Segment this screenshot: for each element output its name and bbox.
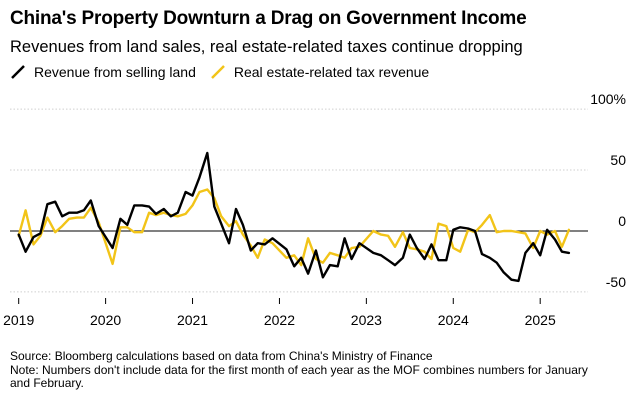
y-tick-label: 100% <box>590 91 626 107</box>
legend-label-land: Revenue from selling land <box>34 64 196 80</box>
x-tick-label: 2020 <box>90 312 121 328</box>
legend-item-land: Revenue from selling land <box>10 64 196 80</box>
y-tick-label: -50 <box>606 274 626 290</box>
chart-subtitle: Revenues from land sales, real estate-re… <box>10 38 523 56</box>
chart-title: China's Property Downturn a Drag on Gove… <box>10 8 527 29</box>
x-tick-label: 2021 <box>177 312 208 328</box>
legend: Revenue from selling land Real estate-re… <box>10 64 443 80</box>
series-line-land <box>17 151 571 283</box>
legend-label-tax: Real estate-related tax revenue <box>233 64 430 80</box>
source-note: Source: Bloomberg calculations based on … <box>10 349 433 363</box>
data-note: Note: Numbers don't include data for the… <box>10 362 588 390</box>
legend-item-tax: Real estate-related tax revenue <box>210 64 429 80</box>
legend-swatch-land <box>11 65 25 79</box>
x-tick-label: 2023 <box>351 312 382 328</box>
legend-swatch-tax <box>210 65 225 79</box>
x-tick-label: 2019 <box>3 312 34 328</box>
y-tick-label: 0 <box>618 213 626 229</box>
series-line-tax <box>17 188 571 267</box>
x-tick-label: 2022 <box>264 312 295 328</box>
x-tick-label: 2024 <box>438 312 469 328</box>
chart-footer: Source: Bloomberg calculations based on … <box>10 349 610 391</box>
x-tick-label: 2025 <box>525 312 556 328</box>
y-tick-label: 50 <box>610 152 626 168</box>
